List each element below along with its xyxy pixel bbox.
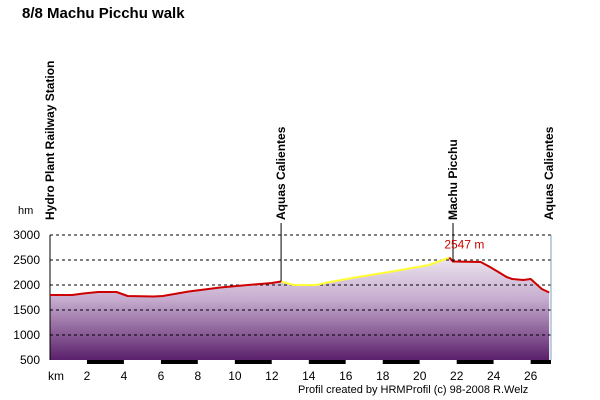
y-axis-label: hm — [18, 205, 33, 217]
km-scale-segment — [345, 360, 383, 364]
y-tick-label: 1000 — [13, 328, 40, 342]
y-tick-label: 1500 — [13, 303, 40, 317]
x-tick-label: 4 — [121, 369, 128, 383]
peak-label: 2547 m — [444, 238, 484, 252]
x-tick-label: 2 — [84, 369, 91, 383]
chart-title: 8/8 Machu Picchu walk — [22, 5, 185, 22]
km-scale-segment — [456, 360, 494, 364]
y-tick-label: 3000 — [13, 228, 40, 242]
waypoint-label: Hydro Plant Railway Station — [43, 61, 57, 220]
x-tick-label: 8 — [195, 369, 202, 383]
x-tick-label: 26 — [524, 369, 538, 383]
x-axis-label: km — [48, 369, 64, 383]
x-tick-label: 10 — [228, 369, 242, 383]
y-tick-label: 2000 — [13, 278, 40, 292]
waypoint-label: Aquas Calientes — [274, 126, 288, 220]
km-scale-segment — [86, 360, 124, 364]
elevation-segment-2 — [280, 256, 450, 286]
waypoint-label: Machu Picchu — [446, 139, 460, 220]
elevation-segment-1 — [50, 280, 282, 298]
x-tick-label: 14 — [302, 369, 316, 383]
km-scale-segment — [271, 360, 309, 364]
km-scale-segment — [530, 360, 551, 364]
elevation-segment-3 — [448, 256, 550, 294]
x-tick-label: 20 — [413, 369, 427, 383]
y-tick-label: 2500 — [13, 253, 40, 267]
km-scale-segment — [382, 360, 420, 364]
x-tick-label: 18 — [376, 369, 390, 383]
x-tick-label: 22 — [450, 369, 464, 383]
x-tick-label: 24 — [487, 369, 501, 383]
waypoint-label: Aquas Calientes — [542, 126, 556, 220]
x-tick-label: 12 — [265, 369, 279, 383]
km-scale-segment — [123, 360, 161, 364]
elevation-area-fill — [50, 257, 550, 360]
km-scale-segment — [419, 360, 457, 364]
km-scale-segment — [234, 360, 272, 364]
km-scale-segment — [197, 360, 235, 364]
km-scale-segment — [308, 360, 346, 364]
km-scale-segment — [160, 360, 198, 364]
chart-credit: Profil created by HRMProfil (c) 98-2008 … — [298, 384, 529, 396]
km-scale-segment — [493, 360, 531, 364]
y-tick-label: 500 — [20, 353, 40, 367]
x-tick-label: 16 — [339, 369, 353, 383]
x-tick-label: 6 — [158, 369, 165, 383]
km-scale-segment — [50, 360, 87, 364]
